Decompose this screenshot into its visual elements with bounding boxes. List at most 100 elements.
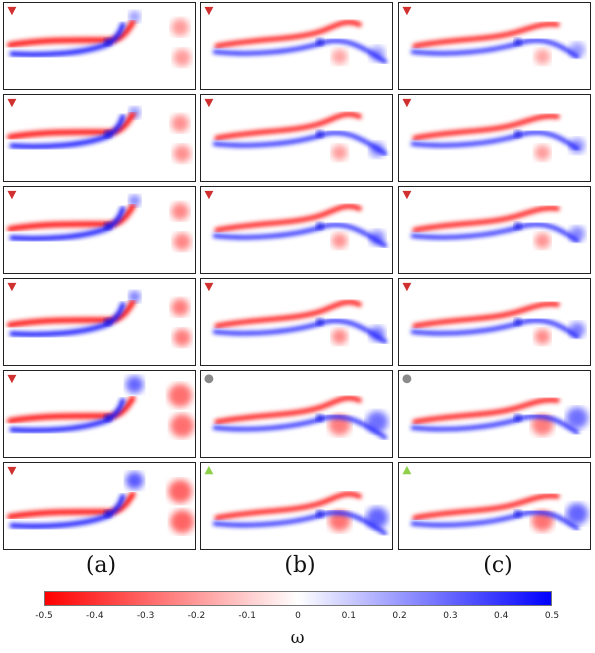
vorticity-panel [398, 186, 591, 274]
triangle-up-green-marker-icon [402, 465, 412, 475]
vorticity-panel [3, 278, 196, 366]
colorbar-tick-label: 0.5 [544, 611, 560, 621]
triangle-down-red-marker-icon [204, 190, 214, 200]
trailing-edge-vortex [103, 509, 112, 518]
wake-vortex [534, 328, 551, 345]
negative-shear-layer [412, 301, 560, 329]
positive-shear-layer [212, 414, 388, 440]
triangle-down-red-marker-icon [7, 98, 17, 108]
column-label-a: (a) [85, 553, 117, 578]
negative-shear-layer [214, 299, 362, 329]
vorticity-field [6, 6, 192, 67]
triangle-down-red-marker-icon [7, 190, 17, 200]
trailing-edge-vortex [315, 222, 324, 230]
wake-vortex [128, 290, 141, 303]
triangle-down-red-marker-icon [402, 6, 412, 16]
wake-vortex [173, 232, 192, 251]
trailing-edge-vortex [513, 414, 522, 422]
trailing-edge-vortex [103, 318, 112, 326]
vorticity-panel [398, 278, 591, 366]
colorbar-tick-label: -0.4 [86, 611, 104, 621]
vorticity-panel-grid [3, 2, 591, 550]
triangle-down-red-marker-icon [204, 98, 214, 108]
vorticity-panel [3, 186, 196, 274]
wake-vortex [331, 232, 348, 249]
colorbar-tick-label: -0.2 [187, 611, 206, 621]
trailing-edge-vortex [315, 414, 324, 422]
vorticity-colorbar [44, 591, 552, 606]
positive-shear-layer [212, 318, 388, 344]
wake-vortex [168, 479, 193, 504]
wake-vortex [569, 138, 586, 154]
vorticity-field [204, 374, 389, 440]
negative-shear-layer [412, 113, 560, 141]
vorticity-panel [200, 186, 393, 274]
positive-shear-layer [212, 130, 388, 156]
negative-shear-layer [214, 203, 362, 233]
wake-vortex [331, 144, 348, 161]
trailing-edge-vortex [103, 130, 112, 138]
vorticity-panel [398, 94, 591, 182]
wake-vortex [171, 298, 190, 317]
triangle-down-red-marker-icon [7, 466, 17, 476]
negative-shear-layer [214, 19, 362, 49]
vorticity-panel [3, 370, 196, 458]
wake-vortex [171, 202, 190, 221]
trailing-edge-vortex [103, 222, 112, 230]
vorticity-panel [398, 2, 591, 90]
vorticity-field [6, 466, 195, 534]
colorbar-tick-label: 0 [295, 611, 301, 621]
wake-vortex [331, 328, 348, 345]
negative-shear-layer [214, 395, 362, 425]
vorticity-panel [398, 462, 591, 550]
vorticity-field [204, 98, 388, 161]
circle-gray-marker-icon [402, 374, 412, 384]
trailing-edge-vortex [315, 509, 324, 518]
vorticity-field [402, 6, 586, 65]
vorticity-field [204, 465, 389, 536]
vorticity-field [6, 282, 192, 347]
wake-vortex [168, 383, 193, 408]
vorticity-panel [3, 94, 196, 182]
column-label-c: (c) [483, 553, 513, 578]
colorbar-label: ω [290, 628, 305, 648]
wake-vortex [534, 144, 551, 161]
trailing-edge-vortex [315, 38, 324, 46]
negative-shear-layer [412, 21, 560, 49]
vorticity-panel [398, 370, 591, 458]
triangle-up-green-marker-icon [204, 465, 214, 475]
wake-vortex [331, 48, 348, 65]
wake-vortex [125, 375, 144, 394]
vorticity-field [402, 98, 586, 161]
vorticity-field [204, 6, 388, 65]
wake-vortex [125, 471, 144, 490]
trailing-edge-vortex [513, 318, 522, 326]
trailing-edge-vortex [315, 130, 324, 138]
negative-shear-layer [412, 493, 560, 521]
vorticity-field [402, 465, 589, 532]
negative-shear-layer [412, 397, 560, 425]
wake-vortex [171, 114, 190, 133]
triangle-down-red-marker-icon [7, 282, 17, 292]
colorbar-tick-label: 0.1 [341, 611, 356, 621]
trailing-edge-vortex [103, 414, 112, 422]
wake-vortex [128, 10, 141, 23]
vorticity-field [6, 190, 192, 251]
trailing-edge-vortex [513, 38, 522, 46]
positive-shear-layer [212, 38, 388, 64]
vorticity-field [204, 282, 388, 345]
vorticity-panel [3, 462, 196, 550]
wake-vortex [534, 232, 551, 249]
wake-vortex [173, 48, 192, 67]
triangle-down-red-marker-icon [402, 190, 412, 200]
vorticity-panel [200, 462, 393, 550]
wake-vortex [170, 509, 195, 534]
vorticity-field [6, 374, 195, 438]
vorticity-panel [200, 370, 393, 458]
colorbar-tick-label: 0.4 [494, 611, 509, 621]
negative-shear-layer [214, 491, 362, 521]
circle-gray-marker-icon [204, 374, 214, 384]
wake-vortex [534, 48, 551, 65]
wake-vortex [566, 503, 589, 525]
triangle-down-red-marker-icon [402, 282, 412, 292]
